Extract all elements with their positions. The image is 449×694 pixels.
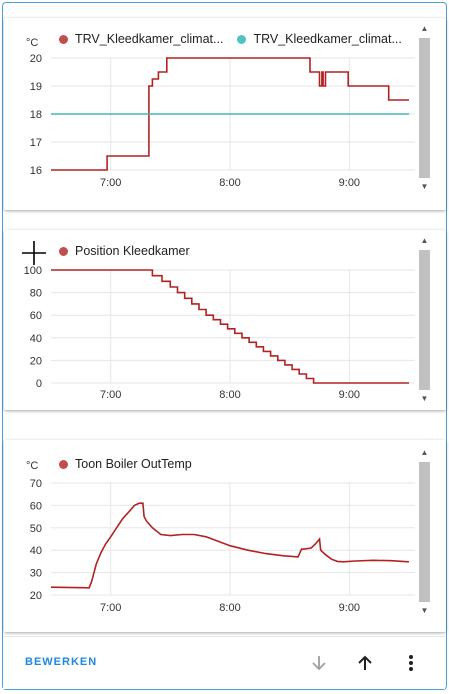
- legend-dot: [59, 34, 68, 44]
- scrollbar[interactable]: ▲ ▼: [417, 236, 431, 406]
- series-line: [50, 502, 410, 589]
- legend-item[interactable]: TRV_Kleedkamer_climat...: [237, 32, 402, 46]
- y-tick-label: 17: [30, 137, 42, 149]
- legend-dot: [237, 34, 247, 44]
- y-tick-label: 80: [30, 288, 42, 300]
- legend-item[interactable]: TRV_Kleedkamer_climat...: [59, 32, 223, 46]
- x-tick-label: 7:00: [100, 602, 121, 614]
- y-tick-label: 40: [30, 333, 42, 345]
- scrollbar-thumb[interactable]: [419, 462, 430, 602]
- series-line: [51, 269, 409, 384]
- y-tick-label: 60: [30, 500, 42, 512]
- scroll-down-arrow[interactable]: ▼: [420, 606, 429, 615]
- y-tick-label: 20: [30, 355, 42, 367]
- scroll-down-arrow[interactable]: ▼: [420, 394, 429, 403]
- temperature-chart: 16 17 18 19 20 7:00 8:00 9:00: [30, 53, 415, 189]
- legend-dot: [59, 459, 68, 469]
- scroll-up-arrow[interactable]: ▲: [420, 236, 429, 245]
- scrollbar-thumb[interactable]: [419, 38, 430, 178]
- y-tick-label: 60: [30, 310, 42, 322]
- unit-label: °C: [26, 37, 39, 49]
- crosshair-cursor-icon: [22, 241, 46, 265]
- legend-dot: [59, 246, 68, 256]
- legend-label: TRV_Kleedkamer_climat...: [75, 32, 224, 46]
- legend-label: Toon Boiler OutTemp: [75, 457, 192, 471]
- x-tick-label: 7:00: [100, 389, 121, 401]
- edit-button[interactable]: BEWERKEN: [25, 656, 98, 668]
- x-tick-label: 9:00: [339, 177, 360, 189]
- y-tick-label: 16: [30, 165, 42, 177]
- scroll-down-arrow[interactable]: ▼: [420, 182, 429, 191]
- legend-label: TRV_Kleedkamer_climat...: [253, 32, 402, 46]
- history-graph-card-2: Position Kleedkamer 0 20 40 60 80 100 7:00 8:00…: [4, 230, 446, 410]
- y-tick-label: 19: [30, 81, 42, 93]
- x-tick-label: 9:00: [339, 602, 360, 614]
- y-tick-label: 40: [30, 545, 42, 557]
- y-tick-label: 20: [30, 590, 42, 602]
- chart-legend: TRV_Kleedkamer_climat... TRV_Kleedkamer_…: [59, 29, 416, 49]
- x-tick-label: 9:00: [339, 389, 360, 401]
- chart-legend: Toon Boiler OutTemp: [59, 454, 206, 474]
- y-tick-label: 18: [30, 109, 42, 121]
- x-tick-label: 8:00: [219, 177, 240, 189]
- x-tick-label: 8:00: [219, 602, 240, 614]
- x-tick-label: 8:00: [219, 389, 240, 401]
- card-editor-footer: BEWERKEN: [3, 636, 445, 689]
- arrow-up-icon[interactable]: [353, 651, 377, 675]
- history-graph-card-3: °C Toon Boiler OutTemp 20 30 40 50 60 70 7:00 8…: [4, 440, 446, 632]
- y-tick-label: 20: [30, 53, 42, 65]
- x-tick-label: 7:00: [100, 177, 121, 189]
- history-graph-card-1: °C TRV_Kleedkamer_climat... TRV_Kleedkam…: [4, 18, 446, 210]
- y-tick-label: 70: [30, 478, 42, 490]
- unit-label: °C: [26, 460, 39, 472]
- scroll-up-arrow[interactable]: ▲: [420, 24, 429, 33]
- series-line: [51, 57, 409, 171]
- scrollbar[interactable]: ▲ ▼: [417, 448, 431, 628]
- legend-item[interactable]: Toon Boiler OutTemp: [59, 457, 192, 471]
- position-chart: 0 20 40 60 80 100 7:00 8:00 9:00: [24, 265, 415, 401]
- y-tick-label: 30: [30, 568, 42, 580]
- y-tick-label: 100: [24, 265, 42, 277]
- scrollbar[interactable]: ▲ ▼: [417, 24, 431, 204]
- scroll-up-arrow[interactable]: ▲: [420, 448, 429, 457]
- boiler-temp-chart: 20 30 40 50 60 70 7:00 8:00 9:00: [30, 478, 415, 614]
- chart-legend: Position Kleedkamer: [59, 241, 204, 261]
- legend-item[interactable]: Position Kleedkamer: [59, 244, 190, 258]
- arrow-down-icon[interactable]: [307, 651, 331, 675]
- y-tick-label: 50: [30, 523, 42, 535]
- y-tick-label: 0: [36, 378, 42, 390]
- more-vertical-icon[interactable]: [399, 651, 423, 675]
- legend-label: Position Kleedkamer: [75, 244, 190, 258]
- scrollbar-thumb[interactable]: [419, 250, 430, 390]
